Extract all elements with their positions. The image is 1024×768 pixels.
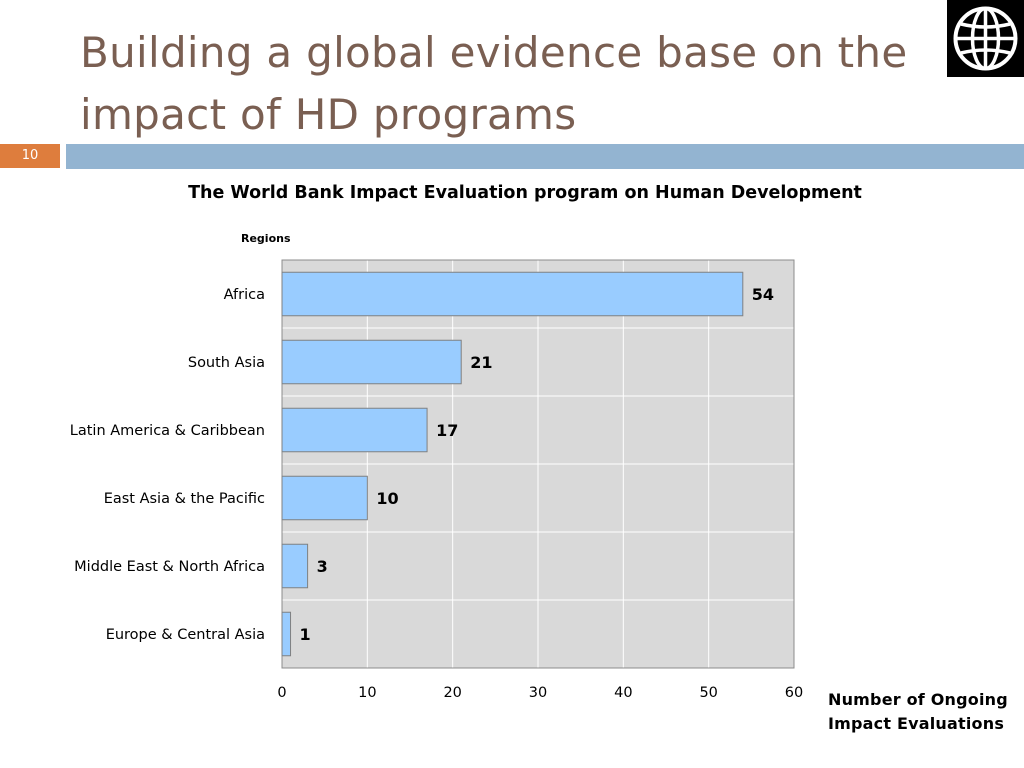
category-label: South Asia — [188, 355, 265, 371]
slide-title: Building a global evidence base on the i… — [80, 28, 908, 139]
header-band — [66, 144, 1024, 169]
x-tick-label: 10 — [358, 685, 376, 701]
bar — [281, 543, 309, 589]
x-axis-label: Number of Ongoing Impact Evaluations — [828, 690, 1008, 733]
x-tick-label: 60 — [785, 685, 803, 701]
x-tick-label: 40 — [614, 685, 632, 701]
bar — [281, 611, 292, 657]
data-label: 17 — [436, 421, 458, 440]
category-label: Middle East & North Africa — [74, 559, 265, 575]
world-bank-logo — [947, 0, 1024, 77]
category-label: Europe & Central Asia — [106, 627, 265, 643]
data-label: 1 — [300, 625, 311, 644]
world-bank-globe-icon — [947, 0, 1024, 77]
chart-title: The World Bank Impact Evaluation program… — [188, 183, 862, 203]
category-label: Africa — [224, 287, 265, 303]
data-label: 3 — [317, 557, 328, 576]
x-tick-label: 50 — [699, 685, 717, 701]
x-tick-label: 0 — [277, 685, 286, 701]
data-label: 21 — [470, 353, 492, 372]
data-label: 10 — [376, 489, 398, 508]
slide-number: 10 — [0, 144, 60, 168]
x-tick-label: 20 — [443, 685, 461, 701]
category-label: East Asia & the Pacific — [104, 491, 265, 507]
bar — [281, 339, 462, 385]
y-axis-label: Regions — [241, 232, 291, 245]
x-tick-label: 30 — [529, 685, 547, 701]
bar — [281, 475, 368, 521]
category-label: Latin America & Caribbean — [70, 423, 265, 439]
bar — [281, 407, 428, 453]
bar — [281, 271, 744, 317]
plot-border — [281, 259, 795, 669]
data-label: 54 — [752, 285, 774, 304]
